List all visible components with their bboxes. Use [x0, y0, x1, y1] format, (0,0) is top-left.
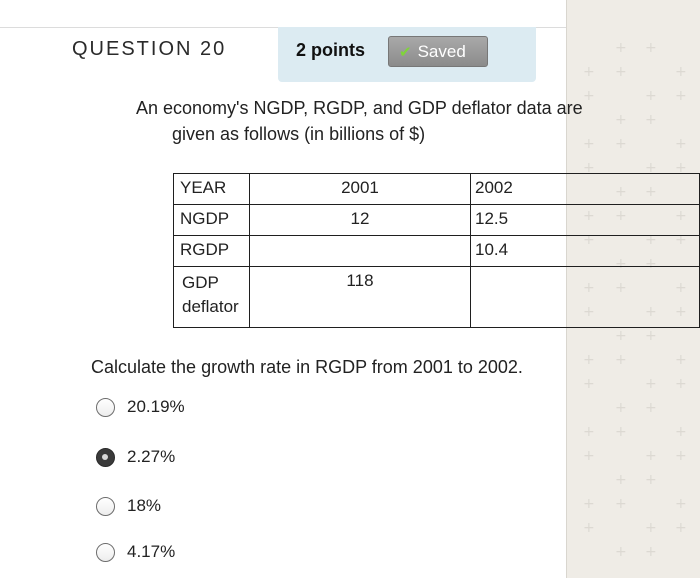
option-label[interactable]: 4.17% — [127, 542, 176, 561]
question-prompt: Calculate the growth rate in RGDP from 2… — [91, 357, 523, 377]
plus-decoration-icon: + — [675, 376, 687, 392]
plus-decoration-icon: + — [583, 160, 595, 176]
plus-decoration-icon: + — [645, 544, 657, 560]
plus-decoration-icon: + — [583, 136, 595, 152]
plus-decoration-icon: + — [645, 88, 657, 104]
plus-decoration-icon: + — [645, 400, 657, 416]
plus-decoration-icon: + — [615, 544, 627, 560]
plus-decoration-icon: + — [615, 112, 627, 128]
question-text-line1: An economy's NGDP, RGDP, and GDP deflato… — [136, 98, 583, 118]
answer-option[interactable]: 18% — [96, 496, 161, 516]
question-text: An economy's NGDP, RGDP, and GDP deflato… — [136, 95, 636, 147]
table-cell: RGDP — [173, 235, 250, 267]
table-cell: 10.4 — [470, 235, 700, 267]
table-cell: 12 — [248, 204, 472, 236]
plus-decoration-icon: + — [583, 352, 595, 368]
table-header-cell: 2002 — [470, 173, 700, 205]
table-cell — [248, 235, 472, 267]
answer-option[interactable]: 4.17% — [96, 542, 175, 562]
plus-decoration-icon: + — [615, 472, 627, 488]
table-row: RGDP 10.4 — [173, 235, 700, 267]
saved-status-badge: ✔ Saved — [388, 36, 488, 67]
plus-decoration-icon: + — [645, 472, 657, 488]
plus-decoration-icon: + — [645, 448, 657, 464]
plus-decoration-icon: + — [675, 64, 687, 80]
radio-button[interactable] — [96, 397, 115, 417]
table-cell: NGDP — [173, 204, 250, 236]
saved-label: Saved — [417, 41, 466, 61]
plus-decoration-icon: + — [675, 496, 687, 512]
question-number: QUESTION 20 — [72, 38, 227, 60]
plus-decoration-icon: + — [645, 328, 657, 344]
radio-button[interactable] — [96, 447, 115, 467]
table-cell — [470, 266, 700, 328]
option-label[interactable]: 20.19% — [127, 397, 185, 416]
plus-decoration-icon: + — [615, 424, 627, 440]
table-cell: 118 — [248, 266, 472, 328]
plus-decoration-icon: + — [645, 520, 657, 536]
question-text-line2: given as follows (in billions of $) — [172, 124, 426, 144]
plus-decoration-icon: + — [675, 160, 687, 176]
data-table: YEAR 2001 2002 NGDP 12 12.5 RGDP 10.4 GD… — [173, 173, 700, 328]
plus-decoration-icon: + — [615, 64, 627, 80]
option-label[interactable]: 2.27% — [127, 447, 176, 466]
plus-decoration-icon: + — [615, 400, 627, 416]
table-row: GDP deflator 118 — [173, 266, 700, 328]
check-icon: ✔ — [399, 42, 412, 61]
answer-option[interactable]: 2.27% — [96, 447, 175, 467]
table-row: NGDP 12 12.5 — [173, 204, 700, 236]
option-label[interactable]: 18% — [127, 496, 162, 515]
plus-decoration-icon: + — [583, 376, 595, 392]
plus-decoration-icon: + — [583, 424, 595, 440]
radio-button[interactable] — [96, 496, 115, 516]
plus-decoration-icon: + — [583, 88, 595, 104]
table-header-cell: 2001 — [248, 173, 472, 205]
plus-decoration-icon: + — [615, 40, 627, 56]
answer-option[interactable]: 20.19% — [96, 397, 185, 417]
plus-decoration-icon: + — [583, 520, 595, 536]
plus-decoration-icon: + — [615, 496, 627, 512]
points-box: 2 points ✔ Saved — [278, 27, 536, 82]
table-cell: 12.5 — [470, 204, 700, 236]
plus-decoration-icon: + — [645, 160, 657, 176]
plus-decoration-icon: + — [615, 136, 627, 152]
plus-decoration-icon: + — [645, 376, 657, 392]
plus-decoration-icon: + — [583, 448, 595, 464]
plus-decoration-icon: + — [675, 352, 687, 368]
plus-decoration-icon: + — [675, 448, 687, 464]
plus-decoration-icon: + — [583, 496, 595, 512]
plus-decoration-icon: + — [645, 40, 657, 56]
table-cell: GDP deflator — [173, 266, 250, 328]
plus-decoration-icon: + — [615, 352, 627, 368]
plus-decoration-icon: + — [583, 64, 595, 80]
plus-decoration-icon: + — [675, 424, 687, 440]
plus-decoration-icon: + — [675, 88, 687, 104]
table-header-row: YEAR 2001 2002 — [173, 173, 700, 205]
plus-decoration-icon: + — [645, 112, 657, 128]
plus-decoration-icon: + — [675, 520, 687, 536]
table-header-cell: YEAR — [173, 173, 250, 205]
radio-button[interactable] — [96, 542, 115, 562]
plus-decoration-icon: + — [675, 136, 687, 152]
deflator-label: GDP deflator — [182, 273, 239, 316]
points-label: 2 points — [296, 40, 366, 60]
plus-decoration-icon: + — [615, 328, 627, 344]
